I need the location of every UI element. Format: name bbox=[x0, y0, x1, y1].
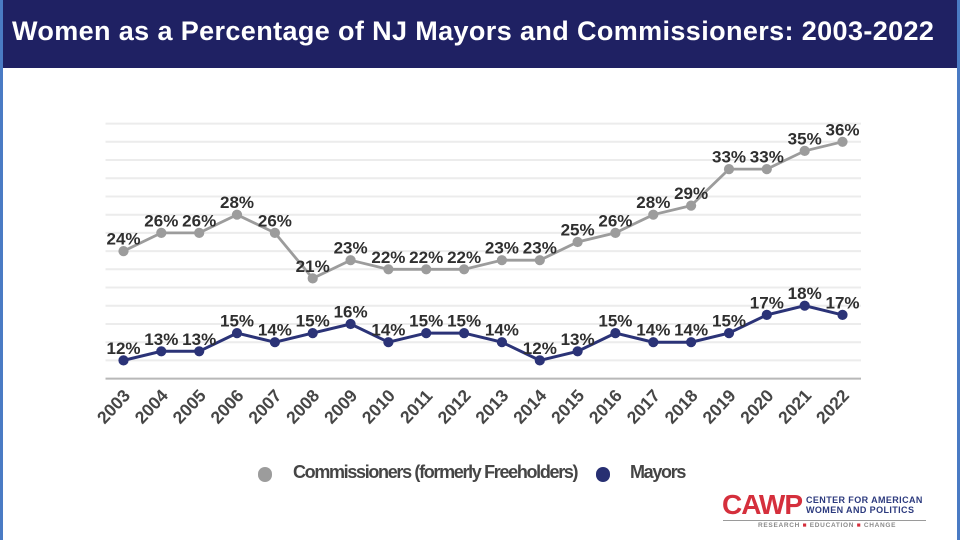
svg-text:14%: 14% bbox=[674, 321, 708, 340]
svg-text:14%: 14% bbox=[485, 321, 519, 340]
svg-text:13%: 13% bbox=[144, 330, 178, 349]
svg-text:23%: 23% bbox=[523, 239, 557, 258]
svg-text:22%: 22% bbox=[371, 248, 405, 267]
svg-text:14%: 14% bbox=[371, 321, 405, 340]
svg-text:15%: 15% bbox=[598, 312, 632, 331]
svg-text:26%: 26% bbox=[182, 211, 216, 230]
svg-text:2011: 2011 bbox=[396, 386, 437, 428]
svg-text:13%: 13% bbox=[561, 330, 595, 349]
svg-text:2019: 2019 bbox=[698, 385, 739, 427]
svg-text:2003: 2003 bbox=[93, 385, 134, 427]
svg-text:2012: 2012 bbox=[434, 385, 475, 427]
svg-text:17%: 17% bbox=[750, 293, 784, 312]
svg-text:35%: 35% bbox=[788, 129, 822, 148]
svg-text:29%: 29% bbox=[674, 184, 708, 203]
svg-text:14%: 14% bbox=[258, 321, 292, 340]
svg-text:15%: 15% bbox=[220, 312, 254, 331]
svg-text:26%: 26% bbox=[144, 211, 178, 230]
svg-text:2015: 2015 bbox=[547, 385, 588, 427]
svg-text:2004: 2004 bbox=[131, 385, 172, 427]
svg-text:12%: 12% bbox=[523, 339, 557, 358]
svg-text:17%: 17% bbox=[825, 293, 859, 312]
svg-text:2007: 2007 bbox=[244, 385, 285, 427]
svg-text:2013: 2013 bbox=[471, 385, 512, 427]
svg-text:21%: 21% bbox=[296, 257, 330, 276]
svg-text:33%: 33% bbox=[750, 148, 784, 167]
svg-text:15%: 15% bbox=[447, 312, 481, 331]
svg-text:13%: 13% bbox=[182, 330, 216, 349]
svg-text:28%: 28% bbox=[636, 193, 670, 212]
svg-text:12%: 12% bbox=[106, 339, 140, 358]
svg-text:2005: 2005 bbox=[169, 385, 210, 427]
svg-text:26%: 26% bbox=[598, 211, 632, 230]
svg-text:28%: 28% bbox=[220, 193, 254, 212]
svg-text:36%: 36% bbox=[825, 120, 859, 139]
svg-text:2010: 2010 bbox=[358, 385, 399, 427]
svg-text:2021: 2021 bbox=[774, 385, 815, 427]
svg-text:2018: 2018 bbox=[661, 385, 702, 427]
svg-text:2006: 2006 bbox=[206, 385, 247, 427]
svg-text:2022: 2022 bbox=[812, 385, 853, 427]
svg-text:15%: 15% bbox=[712, 312, 746, 331]
svg-text:18%: 18% bbox=[788, 284, 822, 303]
svg-text:15%: 15% bbox=[296, 312, 330, 331]
svg-text:24%: 24% bbox=[106, 230, 140, 249]
svg-text:2014: 2014 bbox=[509, 385, 550, 427]
svg-text:2009: 2009 bbox=[320, 385, 361, 427]
svg-text:25%: 25% bbox=[561, 221, 595, 240]
svg-text:2020: 2020 bbox=[736, 385, 777, 427]
svg-text:2016: 2016 bbox=[585, 385, 626, 427]
svg-text:26%: 26% bbox=[258, 211, 292, 230]
svg-text:33%: 33% bbox=[712, 148, 746, 167]
svg-text:15%: 15% bbox=[409, 312, 443, 331]
svg-text:14%: 14% bbox=[636, 321, 670, 340]
svg-text:23%: 23% bbox=[334, 239, 368, 258]
svg-text:16%: 16% bbox=[334, 303, 368, 322]
svg-text:22%: 22% bbox=[447, 248, 481, 267]
svg-text:22%: 22% bbox=[409, 248, 443, 267]
svg-text:2017: 2017 bbox=[623, 385, 664, 427]
svg-text:23%: 23% bbox=[485, 239, 519, 258]
svg-text:2008: 2008 bbox=[282, 385, 323, 427]
